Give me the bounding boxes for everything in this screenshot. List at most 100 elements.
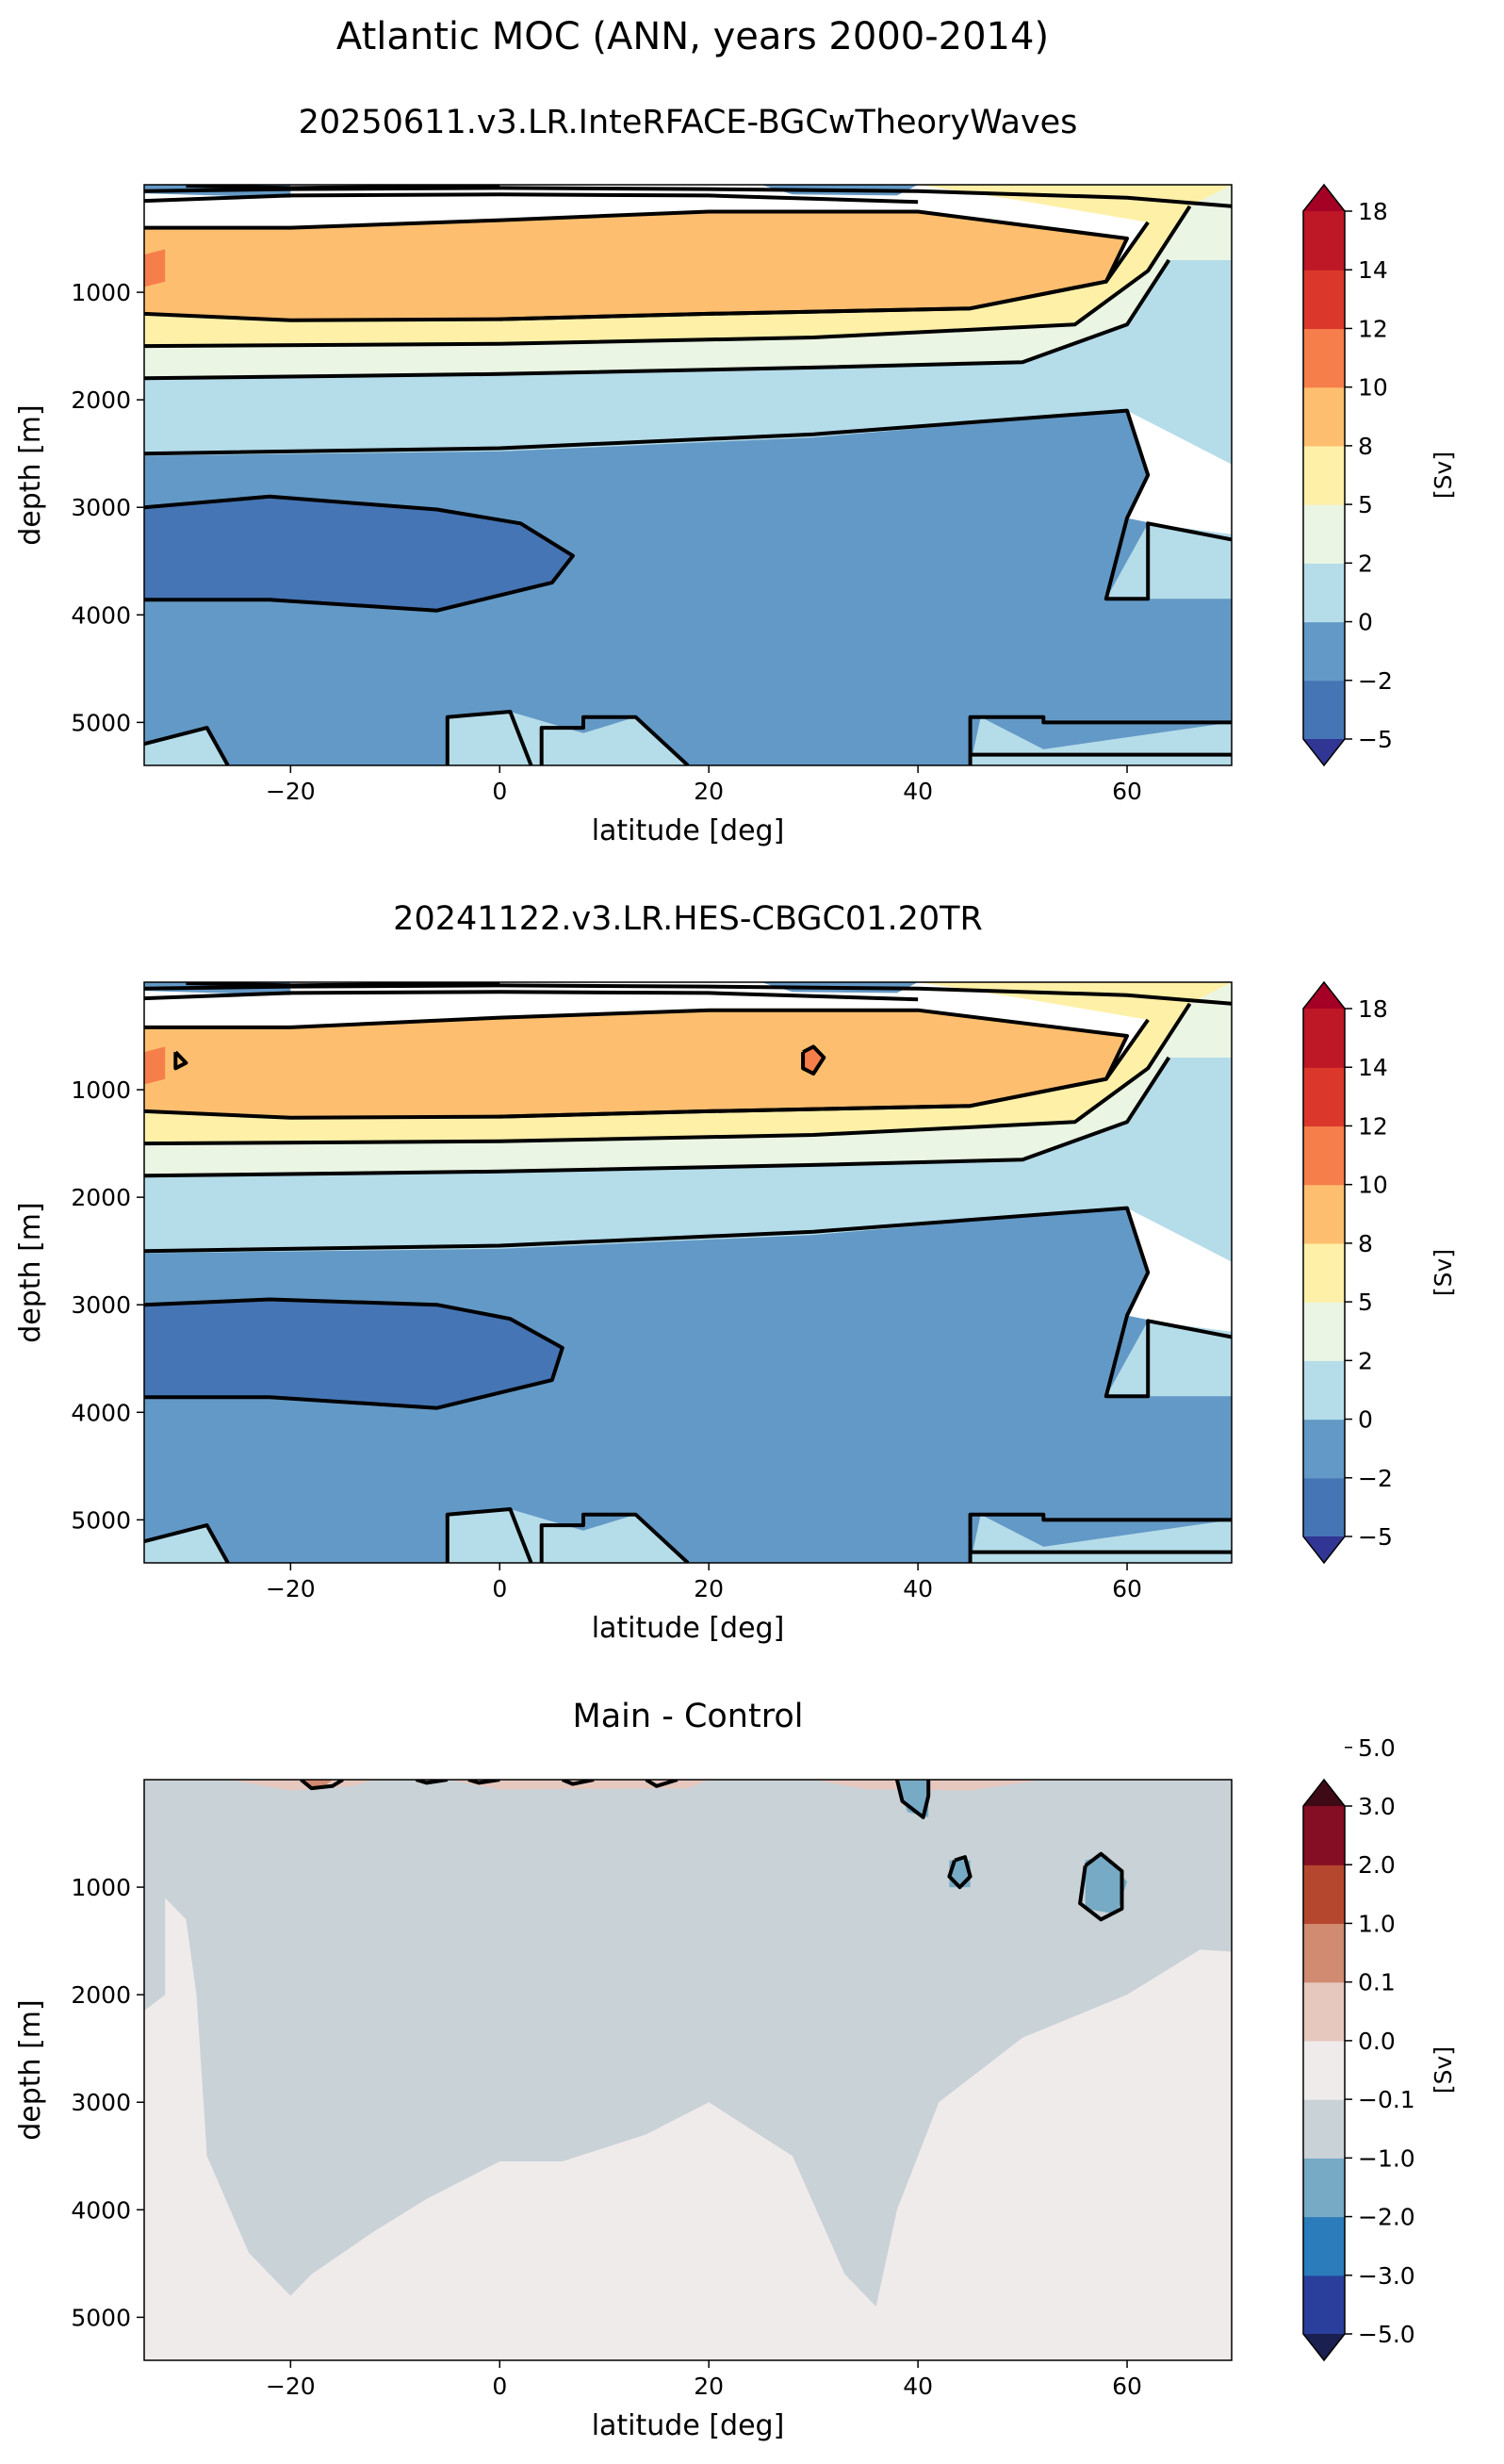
filled-contour-region — [144, 185, 1232, 347]
colorbar-tick-label: −3.0 — [1358, 2262, 1415, 2290]
contour-line — [144, 1002, 1192, 1146]
filled-contour-region — [144, 211, 1127, 320]
contour-line — [947, 1855, 973, 1890]
y-tick-label: 3000 — [71, 2089, 131, 2116]
colorbar-segment — [1303, 2158, 1345, 2218]
colorbar-segment — [1303, 328, 1345, 388]
plot-area — [144, 982, 1232, 1563]
x-tick-label: 0 — [492, 778, 507, 805]
colorbar-tick-label: 14 — [1358, 256, 1388, 284]
colorbar-segment — [1303, 211, 1345, 271]
y-tick-label: 5000 — [71, 1506, 131, 1534]
x-tick-label: 0 — [492, 2373, 507, 2400]
y-tick-label: 4000 — [71, 2196, 131, 2224]
colorbar-segment — [1303, 1806, 1345, 1865]
y-tick-label: 1000 — [71, 279, 131, 306]
colorbar-segment — [1303, 1419, 1345, 1479]
y-tick-label: 4000 — [71, 601, 131, 629]
filled-contour-region — [144, 1780, 1232, 2307]
colorbar-segment — [1303, 621, 1345, 682]
colorbar-tick-label: 5 — [1358, 1289, 1373, 1316]
colorbar-tick-label: 5 — [1358, 491, 1373, 518]
y-tick-label: 1000 — [71, 1874, 131, 1901]
contour-line — [300, 1780, 344, 1791]
colorbar-extend-bottom — [1303, 1536, 1345, 1563]
x-axis-label: latitude [deg] — [592, 814, 785, 847]
filled-contour-region — [144, 1207, 1232, 1563]
colorbar-tick-label: 18 — [1358, 995, 1388, 1023]
filled-contour-region — [144, 410, 1232, 765]
plot-area — [144, 185, 1232, 765]
x-tick-label: −20 — [266, 1575, 316, 1602]
colorbar-extend-top — [1303, 982, 1345, 1009]
panel-title: 20250611.v3.LR.InteRFACE-BGCwTheoryWaves — [299, 104, 1078, 141]
filled-contour-region — [144, 185, 1232, 379]
colorbar-tick-label: 0 — [1358, 609, 1373, 636]
x-tick-label: 20 — [694, 1575, 724, 1602]
y-tick-label: 5000 — [71, 2304, 131, 2331]
colorbar-tick-label: −5.0 — [1358, 2321, 1415, 2348]
y-tick-label: 4000 — [71, 1399, 131, 1426]
y-tick-label: 2000 — [71, 1184, 131, 1211]
filled-contour-region — [1085, 1854, 1127, 1914]
colorbar-segment — [1303, 680, 1345, 740]
colorbar-segment — [1303, 2275, 1345, 2335]
colorbar-tick-label: 2 — [1358, 1347, 1373, 1374]
colorbar-extend-bottom — [1303, 739, 1345, 765]
filled-contour-region — [144, 1010, 1127, 1118]
contour-line — [894, 1780, 931, 1819]
colorbar-segment — [1303, 1981, 1345, 2042]
filled-contour-region — [144, 1057, 1232, 1262]
panel-2: 20241122.v3.LR.HES-CBGC01.20TR−20 0 20 40 60… — [14, 900, 1457, 1645]
panel-1: 20250611.v3.LR.InteRFACE-BGCwTheoryWaves… — [14, 104, 1457, 847]
colorbar-tick-label: 10 — [1358, 1172, 1388, 1199]
contour-line — [144, 990, 919, 1002]
contour-line — [445, 710, 533, 765]
panel-title: Main - Control — [573, 1698, 804, 1735]
filled-contour-region — [1105, 523, 1232, 600]
x-axis-label: latitude [deg] — [592, 2409, 785, 2442]
colorbar-tick-label: −2 — [1358, 667, 1393, 695]
filled-contour-region — [896, 1780, 929, 1817]
filled-contour-region — [447, 712, 688, 765]
filled-contour-region — [144, 1525, 228, 1563]
colorbar-segment — [1303, 563, 1345, 623]
y-tick-label: 2000 — [71, 386, 131, 414]
colorbar-segment — [1303, 1242, 1345, 1303]
y-axis-label: depth [m] — [14, 404, 47, 546]
colorbar-segment — [1303, 386, 1345, 447]
contour-line — [144, 1008, 1129, 1119]
contour-line — [186, 185, 500, 190]
colorbar-tick-label: 5.0 — [1358, 1734, 1396, 1762]
x-tick-label: −20 — [266, 2373, 316, 2400]
x-tick-label: 60 — [1112, 2373, 1142, 2400]
colorbar: −5.0 −3.0 −2.0 −1.0 −0.1 0.0 0.1 1.0 2.0 3.0 5.0 [S… — [1302, 1734, 1457, 2362]
colorbar-tick-label: 0 — [1358, 1406, 1373, 1434]
y-tick-label: 1000 — [71, 1076, 131, 1104]
x-tick-label: −20 — [266, 778, 316, 805]
contour-line — [144, 1056, 1171, 1178]
contour-line — [144, 1297, 564, 1410]
colorbar-label: [Sv] — [1430, 452, 1457, 499]
colorbar-segment — [1303, 1923, 1345, 1983]
colorbar-segment — [1303, 445, 1345, 505]
colorbar-tick-label: 2.0 — [1358, 1851, 1396, 1879]
colorbar: −5 −2 0 2 5 8 10 12 14 18 [Sv] — [1302, 980, 1457, 1565]
contour-line — [144, 258, 1171, 381]
contour-line — [144, 209, 1129, 321]
colorbar-segment — [1303, 1067, 1345, 1127]
colorbar-segment — [1303, 1125, 1345, 1186]
contour-line — [144, 408, 1232, 601]
y-tick-label: 5000 — [71, 709, 131, 736]
axes-frame — [143, 184, 1233, 766]
colorbar-segment — [1303, 1302, 1345, 1361]
contour-line — [144, 1523, 230, 1563]
colorbar-tick-label: −2.0 — [1358, 2204, 1415, 2231]
contour-line — [801, 1044, 826, 1076]
colorbar-tick-label: −0.1 — [1358, 2086, 1415, 2113]
filled-contour-region — [144, 982, 1232, 1176]
x-tick-label: 20 — [694, 2373, 724, 2400]
filled-contour-region — [144, 259, 1232, 465]
contour-line — [645, 1780, 678, 1788]
colorbar-tick-label: 3.0 — [1358, 1793, 1396, 1820]
